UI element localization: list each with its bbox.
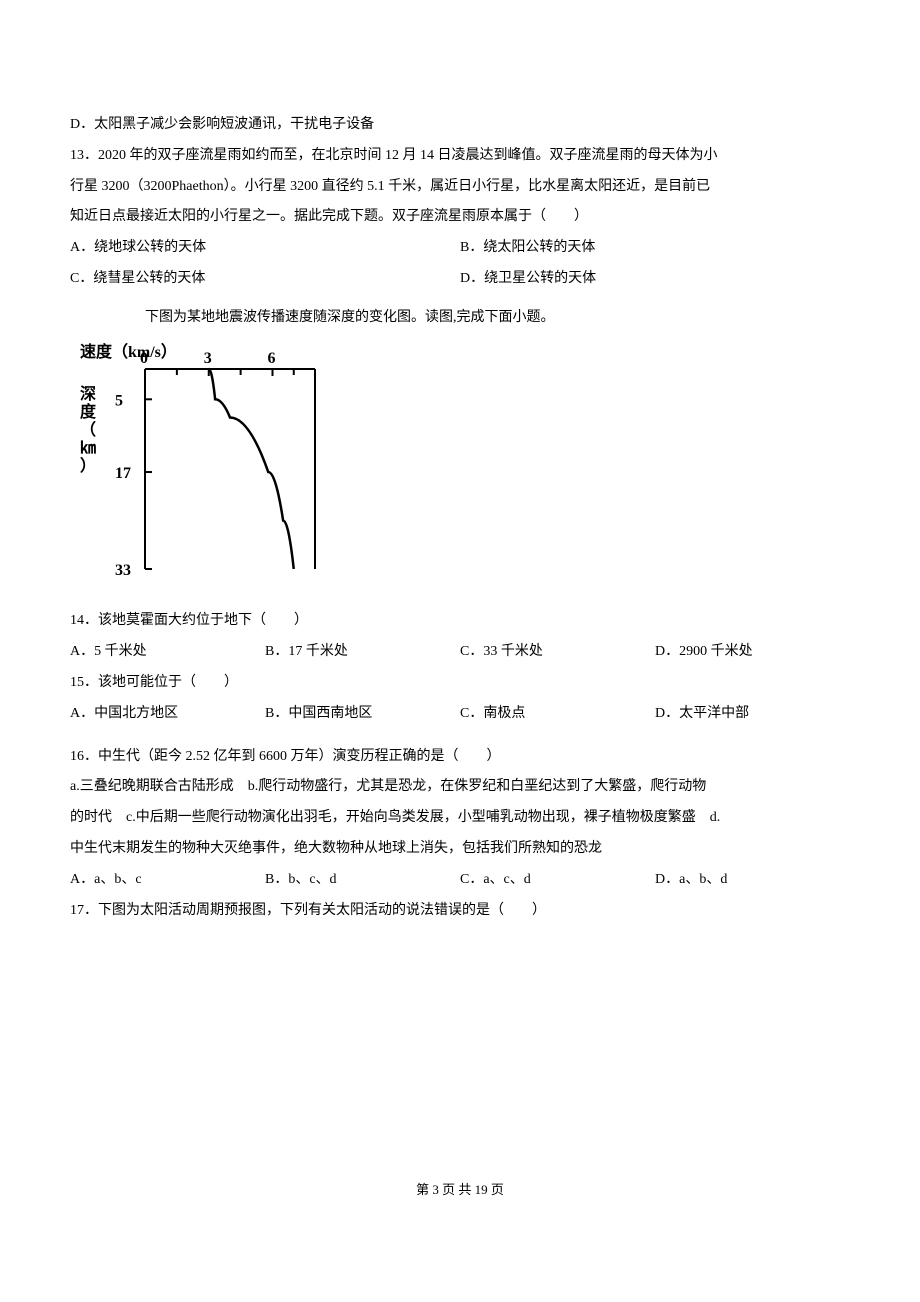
q15-option-c: C．南极点 bbox=[460, 699, 655, 730]
q17-text: 17．下图为太阳活动周期预报图，下列有关太阳活动的说法错误的是（ ） bbox=[70, 896, 850, 927]
q13-option-c: C．绕彗星公转的天体 bbox=[70, 264, 460, 295]
q14-option-b: B．17 千米处 bbox=[265, 637, 460, 668]
q15-options: A．中国北方地区 B．中国西南地区 C．南极点 D．太平洋中部 bbox=[70, 699, 850, 730]
svg-text:3: 3 bbox=[204, 350, 212, 367]
q16-option-c: C．a、c、d bbox=[460, 865, 655, 896]
q15-text: 15．该地可能位于（ ） bbox=[70, 668, 850, 699]
q15-option-b: B．中国西南地区 bbox=[265, 699, 460, 730]
q16-line1: 16．中生代（距今 2.52 亿年到 6600 万年）演变历程正确的是（ ） bbox=[70, 742, 850, 773]
q16-line4: 中生代末期发生的物种大灭绝事件，绝大数物种从地球上消失，包括我们所熟知的恐龙 bbox=[70, 834, 850, 865]
svg-text:㎞: ㎞ bbox=[80, 440, 96, 457]
svg-text:度: 度 bbox=[80, 402, 97, 421]
q14-option-d: D．2900 千米处 bbox=[655, 637, 850, 668]
q16-option-a: A．a、b、c bbox=[70, 865, 265, 896]
svg-text:6: 6 bbox=[268, 350, 276, 367]
svg-text:深: 深 bbox=[80, 384, 96, 403]
q16-line2: a.三叠纪晚期联合古陆形成 b.爬行动物盛行，尤其是恐龙，在侏罗纪和白垩纪达到了… bbox=[70, 772, 850, 803]
q13-option-d: D．绕卫星公转的天体 bbox=[460, 264, 850, 295]
q16-option-d: D．a、b、d bbox=[655, 865, 850, 896]
q16-option-b: B．b、c、d bbox=[265, 865, 460, 896]
q13-option-a: A．绕地球公转的天体 bbox=[70, 233, 460, 264]
q13-line3: 知近日点最接近太阳的小行星之一。据此完成下题。双子座流星雨原本属于（ ） bbox=[70, 202, 850, 233]
q13-line1: 13．2020 年的双子座流星雨如约而至，在北京时间 12 月 14 日凌晨达到… bbox=[70, 141, 850, 172]
q16-line3: 的时代 c.中后期一些爬行动物演化出羽毛，开始向鸟类发展，小型哺乳动物出现，裸子… bbox=[70, 803, 850, 834]
q13-option-b: B．绕太阳公转的天体 bbox=[460, 233, 850, 264]
page-footer: 第 3 页 共 19 页 bbox=[70, 1176, 850, 1205]
q15-option-a: A．中国北方地区 bbox=[70, 699, 265, 730]
q13-options-row2: C．绕彗星公转的天体 D．绕卫星公转的天体 bbox=[70, 264, 850, 295]
seismic-chart: 速度（km/s） 深度（㎞） 0 3 6 5 17 33 bbox=[70, 339, 850, 597]
q14-option-c: C．33 千米处 bbox=[460, 637, 655, 668]
svg-text:17: 17 bbox=[115, 465, 131, 482]
q12-option-d: D．太阳黑子减少会影响短波通讯，干扰电子设备 bbox=[70, 110, 850, 141]
chart-caption: 下图为某地地震波传播速度随深度的变化图。读图,完成下面小题。 bbox=[70, 303, 850, 334]
svg-text:0: 0 bbox=[140, 350, 148, 367]
svg-text:（: （ bbox=[80, 421, 96, 439]
q13-options-row1: A．绕地球公转的天体 B．绕太阳公转的天体 bbox=[70, 233, 850, 264]
q13-line2: 行星 3200（3200Phaethon）。小行星 3200 直径约 5.1 千… bbox=[70, 172, 850, 203]
svg-text:速度（km/s）: 速度（km/s） bbox=[80, 342, 177, 361]
q15-option-d: D．太平洋中部 bbox=[655, 699, 850, 730]
q14-option-a: A．5 千米处 bbox=[70, 637, 265, 668]
q14-text: 14．该地莫霍面大约位于地下（ ） bbox=[70, 606, 850, 637]
svg-text:）: ） bbox=[80, 457, 96, 475]
q14-options: A．5 千米处 B．17 千米处 C．33 千米处 D．2900 千米处 bbox=[70, 637, 850, 668]
svg-text:5: 5 bbox=[115, 392, 123, 409]
q16-options: A．a、b、c B．b、c、d C．a、c、d D．a、b、d bbox=[70, 865, 850, 896]
svg-text:33: 33 bbox=[115, 562, 131, 579]
